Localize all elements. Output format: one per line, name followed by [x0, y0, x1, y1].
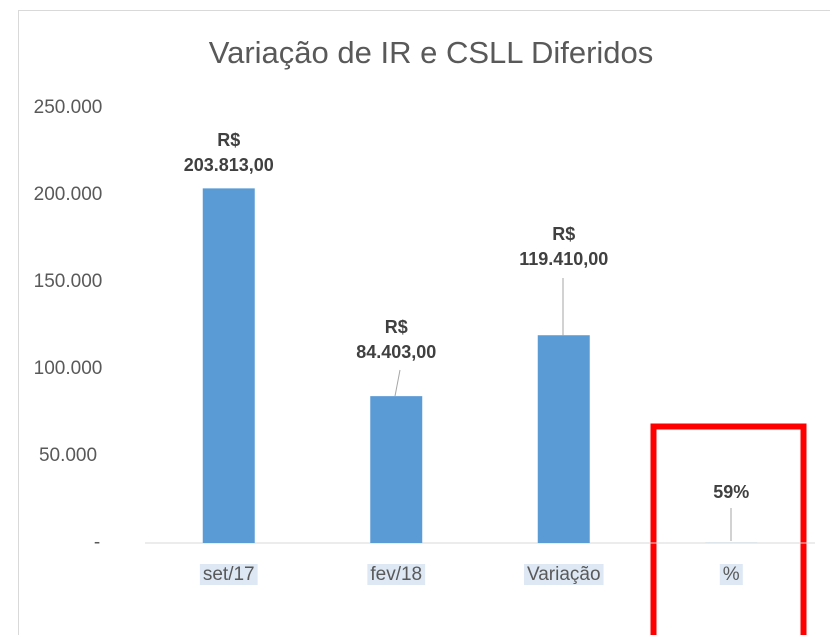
y-tick-label: 250.000 — [34, 97, 103, 118]
x-tick-label: % — [723, 564, 740, 585]
y-tick-label: 100.000 — [34, 358, 103, 379]
data-label: R$ 84.403,00 — [356, 317, 437, 362]
y-tick-label: - — [94, 532, 100, 553]
data-label-box: R$ 84.403,00 — [356, 317, 437, 362]
x-tick-label: set/17 — [203, 564, 255, 585]
data-label: 59% — [713, 481, 750, 502]
x-tick-label: fev/18 — [370, 564, 422, 585]
y-tick-label: 200.000 — [34, 184, 103, 205]
x-tick-highlight — [199, 564, 258, 586]
chart-title: Variação de IR e CSLL Diferidos — [209, 35, 654, 70]
bar — [370, 396, 423, 543]
x-tick-label: Variação — [527, 564, 601, 585]
x-tick-highlight — [367, 564, 426, 586]
x-tick-highlight — [719, 564, 743, 586]
data-label-box: R$ 119.410,00 — [519, 224, 609, 269]
x-tick-highlight — [523, 564, 604, 586]
chart-area — [18, 10, 830, 635]
data-label: R$ 203.813,00 — [183, 130, 274, 175]
leader-line — [394, 369, 401, 397]
bar — [202, 188, 255, 543]
data-label-box: 59% — [713, 481, 750, 502]
data-label: R$ 119.410,00 — [519, 224, 609, 269]
y-tick-label: 150.000 — [34, 271, 103, 292]
highlight-box — [650, 423, 807, 635]
bar — [537, 335, 590, 543]
data-label-box: R$ 203.813,00 — [183, 130, 274, 175]
y-tick-label: 50.000 — [39, 445, 97, 466]
